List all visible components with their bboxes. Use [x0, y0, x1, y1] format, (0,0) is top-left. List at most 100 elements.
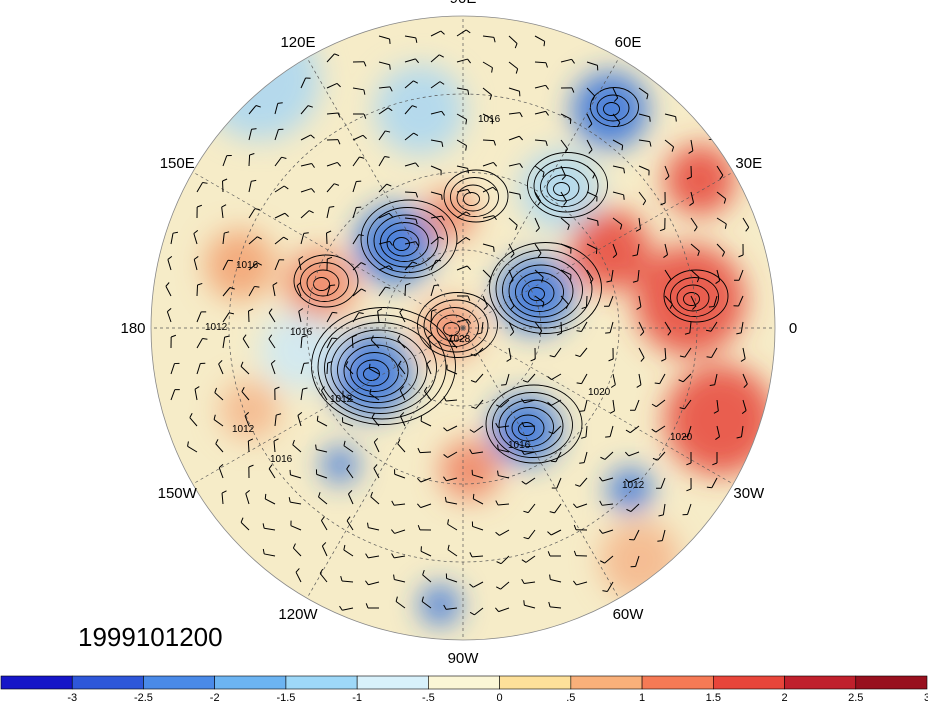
wind-barb [576, 503, 588, 509]
isobar [450, 177, 499, 217]
wind-barb-feather [574, 484, 581, 487]
wind-barb-feather [296, 281, 302, 287]
wind-barb-feather [619, 224, 623, 230]
wind-barb [368, 555, 380, 559]
isobar [456, 184, 490, 212]
wind-barb [377, 311, 380, 323]
wind-barb-feather [436, 259, 442, 262]
wind-barb-feather [605, 332, 611, 334]
longitude-label: 150W [158, 485, 198, 502]
wind-barb [404, 80, 414, 89]
isobar-label: 1020 [670, 432, 693, 443]
isobar [492, 392, 573, 458]
longitude-label: 150E [160, 155, 195, 172]
longitude-labels: 90E 60E 30E 0 30W 60W 90W 120W 150W 180 150E 120E [120, 0, 797, 667]
wind-barb [664, 321, 672, 332]
wind-barb-feather [415, 37, 418, 43]
wind-barb [395, 601, 406, 609]
wind-barb [608, 295, 614, 307]
wind-barb [508, 191, 520, 195]
wind-barb [248, 129, 253, 141]
wind-barb-feather [696, 277, 700, 283]
wind-barb-feather [625, 478, 630, 483]
wind-barb [300, 233, 305, 245]
anomaly-blob [285, 250, 355, 320]
longitude-label: 180 [120, 320, 145, 337]
wind-barb [560, 269, 572, 276]
wind-barb-feather [548, 601, 551, 607]
wind-barb-feather [196, 204, 203, 208]
wind-barb [738, 269, 744, 281]
wind-barb-feather [221, 204, 227, 208]
wind-barb [550, 578, 562, 583]
wind-barb [352, 134, 364, 141]
wind-barb [629, 425, 640, 434]
wind-barb-feather [268, 334, 273, 340]
wind-barb [604, 451, 614, 460]
wind-barb [397, 339, 406, 349]
wind-barb-feather [669, 303, 673, 309]
wind-barb [352, 288, 362, 297]
wind-barb [345, 365, 354, 375]
wind-barb [664, 347, 667, 360]
wind-barb [664, 243, 669, 255]
wind-barb-feather [377, 308, 383, 312]
wind-barb [296, 285, 302, 297]
wind-barb [456, 29, 467, 37]
wind-barb-feather [550, 460, 556, 463]
wind-barb-feather [417, 447, 421, 453]
wind-barb-feather [415, 58, 420, 64]
wind-barb [638, 321, 645, 333]
wind-barb-feather [651, 403, 657, 408]
wind-barb-feather [465, 237, 471, 241]
wind-barb [534, 243, 542, 254]
wind-barb-feather [659, 228, 665, 232]
wind-barb-feather [609, 410, 615, 414]
wind-barb-feather [465, 29, 471, 34]
wind-barb-feather [521, 421, 525, 427]
wind-barb-feather [283, 236, 289, 241]
wind-barb [222, 233, 225, 245]
wind-barb-feather [371, 412, 376, 418]
wind-barb-feather [469, 552, 473, 558]
wind-barb [196, 182, 204, 193]
colorbar-tick-label: -3 [67, 692, 77, 702]
wind-barb [534, 165, 545, 173]
wind-barb-feather [387, 107, 393, 112]
wind-barb [716, 399, 719, 411]
wind-barb-feather [572, 503, 577, 508]
wind-barb-feather [649, 141, 652, 147]
isobar [463, 192, 480, 206]
wind-barb-feather [530, 358, 536, 362]
wind-barb [420, 550, 432, 557]
wind-barb-feather [581, 436, 587, 439]
wind-barb-feather [352, 334, 357, 338]
wind-barb [248, 181, 252, 193]
wind-barb-feather [581, 306, 587, 310]
wind-barb [245, 493, 250, 505]
wind-barb [664, 113, 676, 118]
wind-barb [508, 135, 520, 141]
wind-barb-feather [635, 228, 641, 232]
isobar [324, 322, 437, 414]
wind-barb-feather [360, 262, 366, 266]
map-border [150, 15, 776, 641]
wind-barb-feather [538, 330, 543, 336]
wind-barb [342, 607, 354, 611]
wind-barb-feather [706, 486, 712, 489]
wind-barb [508, 112, 520, 115]
wind-barb [446, 477, 458, 482]
anomaly-blob [425, 190, 475, 240]
wind-barb-feather [272, 282, 278, 286]
wind-barb-feather [521, 450, 525, 455]
wind-barb [690, 243, 700, 252]
wind-barb-feather [495, 586, 501, 590]
wind-barb-feather [292, 439, 295, 445]
wind-barb [318, 496, 328, 505]
wind-barb-feather [334, 53, 340, 57]
wind-barb [446, 425, 458, 432]
wind-barb [240, 366, 250, 375]
wind-barb-feather [426, 360, 431, 365]
wind-barb [473, 425, 484, 433]
